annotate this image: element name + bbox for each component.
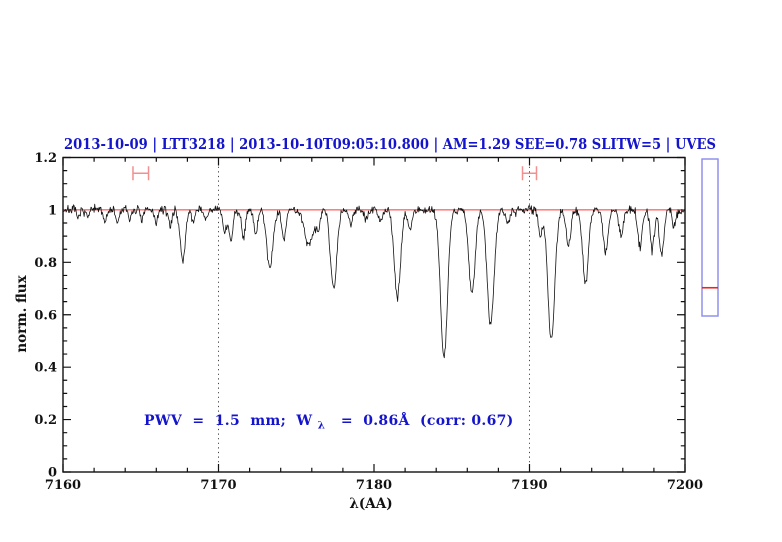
x-tick-label-7190: 7190: [511, 478, 547, 493]
band-markers: [132, 166, 538, 181]
x-tick-label-7180: 7180: [356, 478, 392, 493]
pwv-annotation: PWV = 1.5 mm; W λ = 0.86Å (corr: 0.67): [144, 411, 514, 433]
spectrum-line: [62, 203, 686, 359]
y-tick-label-0.2: 0.2: [34, 413, 57, 428]
plot-frame: [62, 156, 686, 473]
x-tick-label-7170: 7170: [200, 478, 236, 493]
x-tick-label-7200: 7200: [667, 478, 703, 493]
y-tick-label-1.2: 1.2: [34, 151, 57, 166]
y-axis-label: norm. flux: [14, 274, 30, 352]
observed-spectrum-path: [62, 203, 686, 359]
slit-gauge: [701, 158, 719, 317]
axis-tick-labels: 7160 7170 7180 7190 7200 0 0.2 0.4 0.6 0.8 1 1.2: [34, 151, 703, 493]
pwv-annotation-sub: λ: [318, 420, 326, 432]
band-extent-marker-7165: [132, 166, 150, 181]
band-extent-marker-7190: [521, 166, 538, 181]
pwv-annotation-pre: PWV = 1.5 mm; W: [144, 413, 312, 429]
y-tick-label-0.6: 0.6: [34, 308, 57, 323]
telluric-band-vlines: [218, 157, 530, 472]
figure-title: 2013-10-09 | LTT3218 | 2013-10-10T09:05:…: [64, 135, 716, 153]
x-tick-label-7160: 7160: [45, 478, 81, 493]
x-axis-label: λ(AA): [349, 496, 392, 512]
y-tick-label-0.4: 0.4: [34, 361, 57, 376]
y-tick-label-0.8: 0.8: [34, 256, 57, 271]
y-tick-label-0: 0: [48, 466, 57, 481]
slit-gauge-box: [701, 158, 719, 317]
y-tick-label-1: 1: [48, 203, 57, 218]
pwv-annotation-post: = 0.86Å (corr: 0.67): [330, 411, 513, 429]
